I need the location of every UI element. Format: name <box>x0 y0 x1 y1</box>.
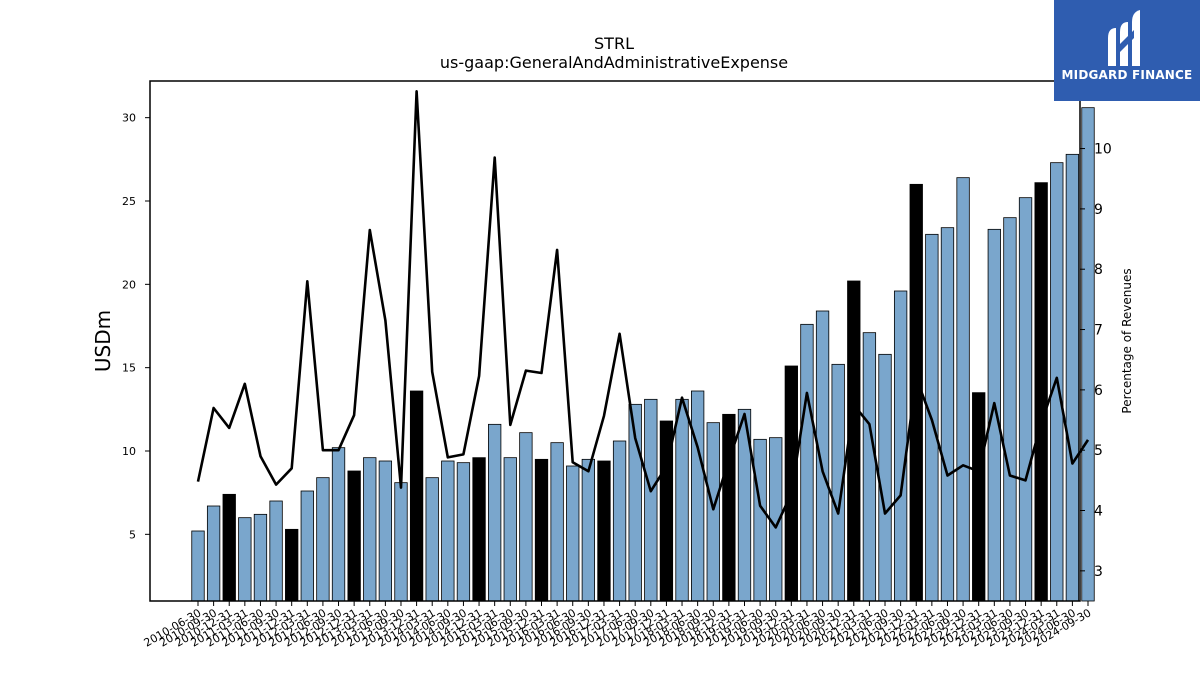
bar-2023-06-30 <box>1003 217 1017 602</box>
bar-2023-09-30 <box>1018 197 1033 602</box>
bar-2015-03-31 <box>488 423 502 602</box>
bar-2015-12-31 <box>534 458 549 602</box>
y-ticks-left: 5 10 15 20 25 30 <box>122 112 150 541</box>
y-tick-label: 30 <box>122 112 136 125</box>
bar-2012-06-30 <box>316 477 330 602</box>
bar-2019-12-31 <box>784 365 798 602</box>
plot-frame <box>149 80 1081 602</box>
bar-2013-03-31 <box>363 457 377 602</box>
bar-2018-12-31 <box>722 413 736 602</box>
y-right-tick-label: 3 <box>1094 564 1103 580</box>
bar-2016-03-31 <box>550 442 564 602</box>
bar-2010-06-30 <box>191 530 205 602</box>
y-right-tick-label: 6 <box>1094 383 1103 399</box>
bar-2013-12-31 <box>409 390 424 602</box>
bar-2011-06-30 <box>253 513 268 602</box>
bar-2010-09-30 <box>206 505 221 602</box>
chart-title: STRL <box>594 34 634 53</box>
bar-2022-12-31 <box>972 392 986 602</box>
bar-2024-09-30 <box>1081 107 1095 602</box>
bar-2013-06-30 <box>378 460 393 602</box>
bar-2012-03-31 <box>300 490 314 602</box>
y-right-tick-label: 10 <box>1094 142 1112 158</box>
bar-2022-06-30 <box>940 227 955 602</box>
bar-2024-06-30 <box>1065 153 1080 602</box>
y-right-tick-label: 5 <box>1094 443 1103 459</box>
bar-2019-06-30 <box>753 438 767 602</box>
bar-2016-12-31 <box>597 460 611 602</box>
y-tick-label: 25 <box>122 195 136 208</box>
y-tick-label: 15 <box>122 362 136 375</box>
bar-2018-06-30 <box>691 390 705 602</box>
logo-text: MIDGARD FINANCE <box>1061 68 1193 82</box>
bar-2022-09-30 <box>956 177 970 602</box>
y-right-tick-label: 4 <box>1094 504 1103 520</box>
bar-2015-06-30 <box>503 457 517 602</box>
bar-2023-03-31 <box>987 228 1001 602</box>
percentage-line <box>196 90 1090 529</box>
bar-2011-12-31 <box>285 528 299 602</box>
bar-2016-09-30 <box>581 458 595 602</box>
bar-2014-12-31 <box>472 457 486 602</box>
midgard-m-icon <box>1108 10 1140 66</box>
bar-2021-09-30 <box>893 290 908 602</box>
midgard-finance-logo: MIDGARD FINANCE <box>1054 0 1200 101</box>
bar-2017-09-30 <box>644 398 658 602</box>
y-tick-label: 20 <box>122 278 136 291</box>
y-axis-right-label: Percentage of Revenues <box>1120 268 1134 413</box>
bar-2013-09-30 <box>394 482 408 602</box>
y-axis-label: USDm <box>91 310 115 372</box>
bar-2012-09-30 <box>331 447 346 602</box>
bar-2020-03-31 <box>800 323 814 602</box>
bars-layer <box>191 107 1095 602</box>
y-tick-label: 10 <box>122 445 136 458</box>
x-ticks: 2010-06-302010-09-302010-12-312011-03-31… <box>142 601 1094 650</box>
bar-2014-06-30 <box>441 460 455 602</box>
bar-2010-12-31 <box>222 493 236 602</box>
bar-2017-03-31 <box>612 440 627 602</box>
bar-2021-06-30 <box>878 353 892 602</box>
bar-2011-09-30 <box>269 500 283 602</box>
bar-2012-12-31 <box>347 470 361 602</box>
bar-2015-09-30 <box>519 432 533 602</box>
bar-2014-03-31 <box>425 477 439 602</box>
bar-2014-09-30 <box>456 462 471 602</box>
y-right-tick-label: 8 <box>1094 262 1103 278</box>
y-right-tick-label: 7 <box>1094 323 1103 339</box>
chart-subtitle: us-gaap:GeneralAndAdministrativeExpense <box>440 53 788 72</box>
axes-layer <box>149 80 1081 602</box>
bar-2023-12-31 <box>1034 182 1048 602</box>
bar-2018-03-31 <box>675 398 689 602</box>
line-layer <box>196 90 1090 529</box>
y-right-tick-label: 9 <box>1094 202 1103 218</box>
bar-2016-06-30 <box>566 465 580 602</box>
bar-2020-06-30 <box>815 310 830 602</box>
bar-2018-09-30 <box>706 422 720 602</box>
y-tick-label: 5 <box>129 528 136 541</box>
y-ticks-right: 3 4 5 6 7 8 9 10 <box>1080 142 1112 580</box>
bar-2011-03-31 <box>238 517 252 602</box>
bar-2021-03-31 <box>862 332 877 602</box>
